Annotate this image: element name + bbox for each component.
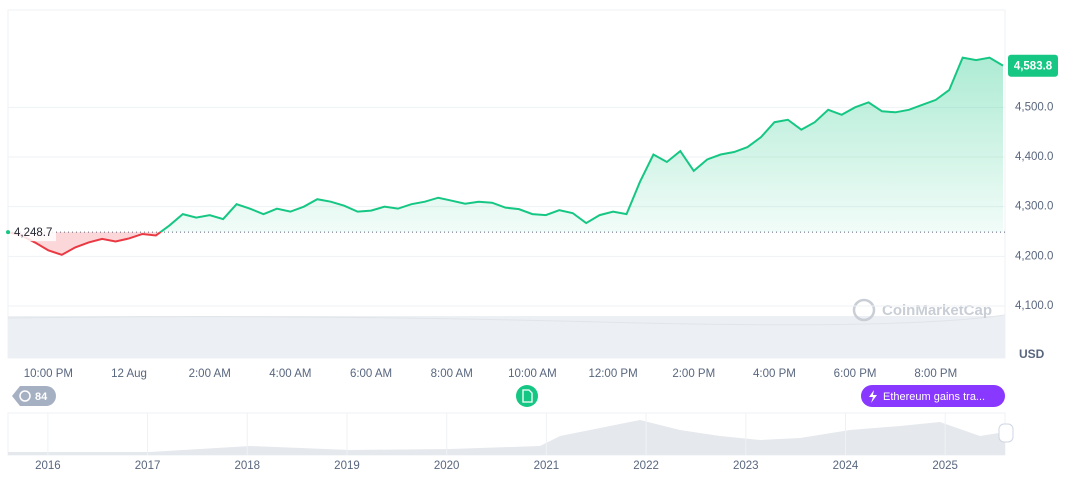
currency-label: USD	[1019, 347, 1045, 361]
area-down	[8, 232, 1003, 255]
x-tick-label: 2:00 AM	[189, 368, 231, 380]
y-tick-label: 4,300.0	[1015, 201, 1053, 213]
last-price-badge	[1008, 54, 1058, 77]
y-tick-label: 4,200.0	[1015, 250, 1053, 262]
navigator-tick-label: 2019	[334, 460, 360, 472]
x-tick-label: 8:00 PM	[914, 368, 957, 380]
x-tick-label: 12 Aug	[111, 368, 147, 380]
watermark-text: CoinMarketCap	[882, 302, 992, 319]
area-up	[8, 57, 1003, 233]
last-price-label: 4,583.8	[1014, 61, 1053, 73]
x-tick-label: 12:00 PM	[588, 368, 637, 380]
history-badge[interactable]: 84	[12, 386, 56, 406]
x-tick-label: 6:00 PM	[834, 368, 877, 380]
news-badge[interactable]: Ethereum gains tra...	[861, 385, 1005, 407]
reference-dot	[6, 230, 10, 235]
document-badge[interactable]	[516, 385, 538, 407]
price-line-up	[7, 56, 1004, 233]
navigator-handle[interactable]	[998, 423, 1014, 443]
y-tick-label: 4,500.0	[1015, 101, 1053, 113]
navigator-tick-label: 2022	[633, 460, 659, 472]
navigator-tick-label: 2020	[434, 460, 460, 472]
x-tick-label: 8:00 AM	[431, 368, 473, 380]
navigator-tick-label: 2023	[733, 460, 759, 472]
reference-label: 4,248.7	[14, 227, 52, 239]
navigator-tick-label: 2021	[534, 460, 560, 472]
x-tick-label: 10:00 AM	[508, 368, 557, 380]
news-text: Ethereum gains tra...	[883, 391, 985, 403]
x-tick-label: 6:00 AM	[350, 368, 392, 380]
navigator-tick-label: 2017	[135, 460, 161, 472]
y-tick-label: 4,400.0	[1015, 151, 1053, 163]
y-tick-label: 4,100.0	[1015, 300, 1053, 312]
navigator-tick-label: 2016	[35, 460, 61, 472]
x-tick-label: 10:00 PM	[24, 368, 73, 380]
history-count: 84	[35, 391, 48, 403]
x-tick-label: 4:00 PM	[753, 368, 796, 380]
reference-label-bg	[10, 223, 56, 242]
navigator-tick-label: 2025	[932, 460, 958, 472]
x-tick-label: 4:00 AM	[269, 368, 311, 380]
x-tick-label: 2:00 PM	[672, 368, 715, 380]
navigator-tick-label: 2024	[833, 460, 859, 472]
navigator-area	[8, 420, 1005, 455]
volume-top	[7, 314, 1006, 326]
volume-band	[8, 316, 1005, 358]
navigator-tick-label: 2018	[234, 460, 260, 472]
